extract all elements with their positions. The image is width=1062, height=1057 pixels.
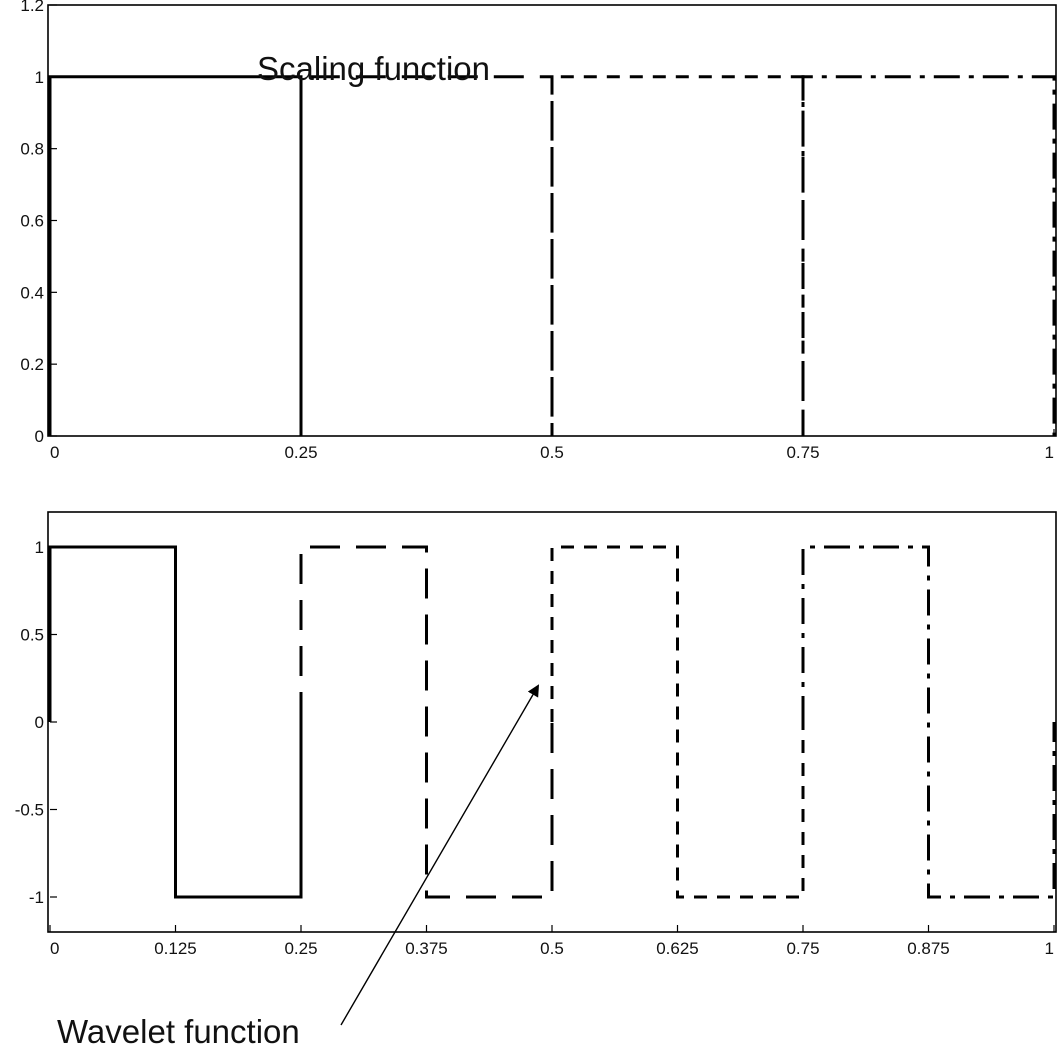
x-tick-label: 0.375 bbox=[405, 939, 448, 958]
x-tick-label: 0.75 bbox=[786, 939, 819, 958]
series-line-3 bbox=[550, 75, 805, 436]
series-lines bbox=[48, 75, 1056, 436]
y-tick-label: -0.5 bbox=[15, 801, 44, 820]
y-tick-label: 1 bbox=[35, 68, 44, 87]
scaling-function-label: Scaling function bbox=[257, 50, 490, 87]
x-tick-label: 0.125 bbox=[154, 939, 197, 958]
x-tick-label: 0.25 bbox=[284, 443, 317, 462]
y-tick-label: 0.8 bbox=[20, 140, 44, 159]
x-tick-label: 0.875 bbox=[907, 939, 950, 958]
x-tick-label: 0 bbox=[50, 939, 59, 958]
series-line-1 bbox=[48, 75, 303, 436]
series-line-2 bbox=[299, 545, 554, 899]
axis-ticks: 0 0.125 0.25 0.375 0.5 0.625 0.75 0.875 1 -1 -0.5 0… bbox=[15, 538, 1055, 958]
wavelet-function-plot: 0 0.125 0.25 0.375 0.5 0.625 0.75 0.875 1 -1 -0.5 0… bbox=[15, 511, 1057, 1050]
series-line-4 bbox=[801, 545, 1056, 899]
x-tick-label: 0.5 bbox=[540, 443, 564, 462]
y-tick-label: 0.6 bbox=[20, 212, 44, 231]
series-line-3 bbox=[550, 545, 805, 899]
annotation-arrow bbox=[340, 684, 540, 1026]
x-tick-label: 1 bbox=[1045, 939, 1054, 958]
y-tick-label: 0 bbox=[35, 713, 44, 732]
y-tick-label: 0.2 bbox=[20, 355, 44, 374]
x-tick-label: 0.75 bbox=[786, 443, 819, 462]
y-tick-label: 0.4 bbox=[20, 283, 44, 302]
y-tick-label: 1.2 bbox=[20, 0, 44, 15]
y-tick-label: 1 bbox=[35, 538, 44, 557]
y-tick-label: -1 bbox=[29, 888, 44, 907]
x-tick-label: 0.625 bbox=[656, 939, 699, 958]
y-tick-label: 0.5 bbox=[20, 626, 44, 645]
x-tick-label: 0.5 bbox=[540, 939, 564, 958]
series-line-2 bbox=[299, 75, 554, 436]
axis-ticks: 0 0.25 0.5 0.75 1 0 0.2 0.4 0.6 0.8 1 1.2 bbox=[20, 0, 1055, 462]
x-tick-label: 0 bbox=[50, 443, 59, 462]
wavelet-function-label: Wavelet function bbox=[57, 1013, 300, 1050]
y-tick-label: 0 bbox=[35, 427, 44, 446]
series-line-4 bbox=[801, 75, 1056, 436]
scaling-function-plot: 0 0.25 0.5 0.75 1 0 0.2 0.4 0.6 0.8 1 1.2 Scaling f… bbox=[20, 0, 1057, 462]
x-tick-label: 0.25 bbox=[284, 939, 317, 958]
series-line-1 bbox=[48, 545, 303, 899]
x-tick-label: 1 bbox=[1045, 443, 1054, 462]
series-lines bbox=[48, 545, 1056, 899]
